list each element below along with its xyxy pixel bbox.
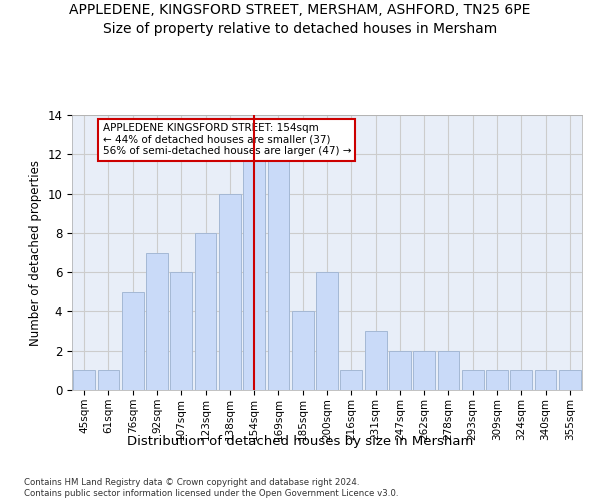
Bar bbox=[146, 252, 168, 390]
Bar bbox=[122, 292, 143, 390]
Bar bbox=[389, 350, 411, 390]
Text: Size of property relative to detached houses in Mersham: Size of property relative to detached ho… bbox=[103, 22, 497, 36]
Bar bbox=[194, 233, 217, 390]
Text: Contains HM Land Registry data © Crown copyright and database right 2024.
Contai: Contains HM Land Registry data © Crown c… bbox=[24, 478, 398, 498]
Bar bbox=[340, 370, 362, 390]
Bar bbox=[97, 370, 119, 390]
Bar bbox=[170, 272, 192, 390]
Bar bbox=[365, 331, 386, 390]
Bar bbox=[437, 350, 460, 390]
Text: Distribution of detached houses by size in Mersham: Distribution of detached houses by size … bbox=[127, 435, 473, 448]
Bar bbox=[292, 312, 314, 390]
Bar bbox=[268, 154, 289, 390]
Bar bbox=[73, 370, 95, 390]
Text: APPLEDENE, KINGSFORD STREET, MERSHAM, ASHFORD, TN25 6PE: APPLEDENE, KINGSFORD STREET, MERSHAM, AS… bbox=[70, 2, 530, 16]
Bar bbox=[243, 154, 265, 390]
Bar bbox=[559, 370, 581, 390]
Bar bbox=[511, 370, 532, 390]
Bar bbox=[316, 272, 338, 390]
Bar bbox=[413, 350, 435, 390]
Bar bbox=[486, 370, 508, 390]
Bar bbox=[462, 370, 484, 390]
Y-axis label: Number of detached properties: Number of detached properties bbox=[29, 160, 42, 346]
Bar bbox=[535, 370, 556, 390]
Bar bbox=[219, 194, 241, 390]
Text: APPLEDENE KINGSFORD STREET: 154sqm
← 44% of detached houses are smaller (37)
56%: APPLEDENE KINGSFORD STREET: 154sqm ← 44%… bbox=[103, 123, 351, 156]
